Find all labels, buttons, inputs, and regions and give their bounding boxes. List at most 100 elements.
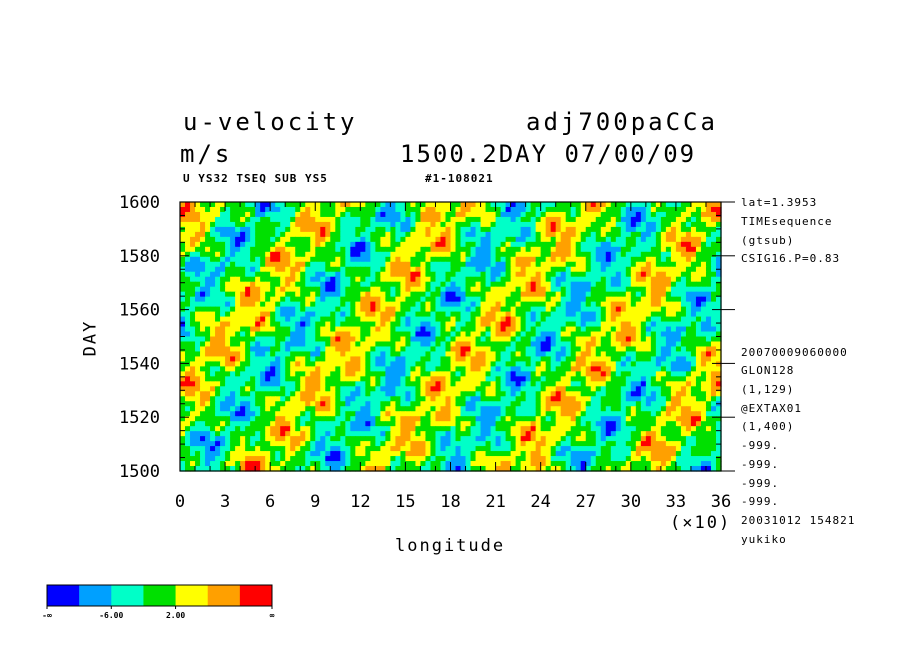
heatmap-cell: [455, 271, 462, 278]
heatmap-cell: [635, 202, 642, 208]
heatmap-cell: [685, 356, 692, 363]
heatmap-cell: [480, 386, 487, 392]
heatmap-cell: [620, 351, 627, 358]
heatmap-cell: [680, 301, 687, 308]
heatmap-cell: [390, 316, 396, 323]
heatmap-cell: [315, 426, 321, 432]
heatmap-cell: [600, 211, 607, 218]
heatmap-cell: [610, 251, 617, 258]
heatmap-cell: [675, 246, 682, 253]
heatmap-cell: [700, 366, 707, 372]
heatmap-cell: [360, 376, 366, 382]
heatmap-cell: [330, 321, 336, 328]
heatmap-cell: [435, 241, 442, 248]
heatmap-cell: [640, 216, 647, 223]
heatmap-cell: [625, 371, 632, 377]
heatmap-cell: [290, 386, 296, 392]
heatmap-cell: [435, 276, 442, 283]
heatmap-cell: [330, 326, 336, 333]
heatmap-cell: [450, 231, 457, 238]
heatmap-cell: [245, 221, 251, 228]
heatmap-cell: [525, 246, 532, 253]
heatmap-cell: [335, 401, 341, 407]
heatmap-cell: [320, 246, 326, 253]
heatmap-cell: [190, 286, 196, 293]
heatmap-cell: [560, 231, 567, 238]
heatmap-cell: [470, 416, 477, 422]
heatmap-cell: [605, 406, 612, 412]
heatmap-cell: [590, 226, 597, 233]
heatmap-cell: [320, 376, 326, 382]
heatmap-cell: [575, 311, 582, 318]
heatmap-cell: [515, 211, 522, 218]
heatmap-cell: [430, 351, 437, 358]
heatmap-cell: [295, 321, 301, 328]
heatmap-cell: [665, 321, 672, 328]
heatmap-cell: [550, 261, 557, 268]
heatmap-cell: [650, 386, 657, 392]
heatmap-cell: [285, 246, 291, 253]
heatmap-cell: [630, 416, 637, 422]
heatmap-cell: [310, 231, 316, 238]
heatmap-cell: [635, 336, 642, 343]
heatmap-cell: [615, 211, 622, 218]
heatmap-cell: [545, 256, 552, 263]
heatmap-cell: [610, 236, 617, 243]
heatmap-cell: [395, 371, 402, 377]
heatmap-cell: [535, 226, 542, 233]
heatmap-cell: [640, 281, 647, 288]
heatmap-cell: [285, 271, 291, 278]
heatmap-cell: [675, 271, 682, 278]
heatmap-cell: [480, 306, 487, 313]
heatmap-cell: [695, 396, 702, 402]
heatmap-cell: [220, 346, 226, 353]
heatmap-cell: [500, 361, 507, 367]
heatmap-cell: [480, 291, 487, 298]
heatmap-cell: [570, 341, 577, 348]
heatmap-cell: [305, 301, 311, 308]
heatmap-cell: [605, 206, 612, 213]
heatmap-cell: [655, 371, 662, 377]
heatmap-cell: [315, 321, 321, 328]
heatmap-cell: [625, 301, 632, 308]
heatmap-cell: [235, 416, 241, 422]
heatmap-cell: [645, 326, 652, 333]
heatmap-cell: [315, 331, 321, 338]
heatmap-cell: [280, 261, 286, 268]
heatmap-cell: [225, 381, 231, 387]
heatmap-cell: [260, 311, 266, 318]
heatmap-cell: [705, 381, 712, 387]
heatmap-cell: [225, 231, 231, 238]
heatmap-cell: [695, 261, 702, 268]
heatmap-cell: [555, 261, 562, 268]
heatmap-cell: [180, 356, 186, 363]
heatmap-cell: [210, 306, 216, 313]
heatmap-cell: [310, 221, 316, 228]
heatmap-cell: [335, 321, 341, 328]
heatmap-cell: [295, 236, 301, 243]
heatmap-cell: [200, 221, 206, 228]
heatmap-cell: [280, 311, 286, 318]
heatmap-cell: [540, 276, 547, 283]
heatmap-cell: [320, 326, 326, 333]
heatmap-cell: [550, 206, 557, 213]
heatmap-cell: [265, 326, 271, 333]
heatmap-cell: [665, 276, 672, 283]
heatmap-cell: [405, 316, 412, 323]
heatmap-cell: [565, 381, 572, 387]
heatmap-cell: [250, 411, 256, 417]
heatmap-cell: [695, 326, 702, 333]
heatmap-cell: [555, 346, 562, 353]
heatmap-cell: [425, 346, 432, 353]
heatmap-cell: [290, 351, 296, 358]
heatmap-cell: [445, 336, 452, 343]
heatmap-cell: [555, 286, 562, 293]
heatmap-cell: [200, 226, 206, 233]
heatmap-cell: [235, 256, 241, 263]
heatmap-cell: [430, 321, 437, 328]
heatmap-cell: [675, 361, 682, 367]
heatmap-cell: [185, 202, 191, 208]
heatmap-cell: [205, 311, 211, 318]
heatmap-cell: [570, 266, 577, 273]
heatmap-cell: [655, 396, 662, 402]
